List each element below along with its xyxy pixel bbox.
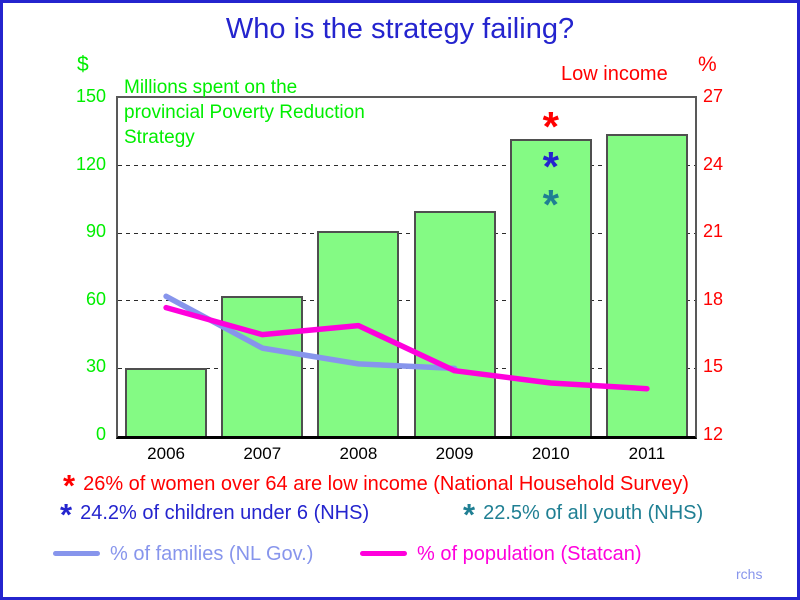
- legend-row-women: * 26% of women over 64 are low income (Na…: [63, 470, 689, 501]
- left-axis-tick-label: 90: [85, 221, 106, 242]
- legend-group-youth: * 22.5% of all youth (NHS): [463, 499, 704, 530]
- bar-2007: [221, 296, 304, 436]
- legend-text-youth: 22.5% of all youth (NHS): [483, 502, 704, 524]
- right-axis-tick-label: 15: [703, 356, 724, 377]
- right-axis-unit-label: %: [698, 53, 717, 76]
- families-line-swatch: [53, 551, 100, 556]
- left-axis-unit-label: $: [77, 53, 89, 76]
- x-axis-label-2009: 2009: [435, 444, 474, 463]
- right-axis-tick-label: 18: [703, 288, 724, 309]
- chart-star-blue: *: [542, 143, 559, 191]
- population-line-swatch: [360, 551, 407, 556]
- x-axis-label-2007: 2007: [243, 444, 282, 463]
- teal-asterisk-icon: *: [463, 497, 476, 532]
- chart-star-teal: *: [542, 181, 559, 229]
- plot-area: * * *: [116, 96, 697, 439]
- left-axis-tick-label: 60: [85, 288, 106, 309]
- right-axis-tick-label: 12: [703, 424, 724, 444]
- x-axis-label-2011: 2011: [628, 444, 666, 463]
- left-axis-tick-label: 150: [75, 86, 106, 106]
- watermark: rchs: [736, 566, 763, 582]
- lines-svg: [163, 293, 650, 392]
- legend-text-population: % of population (Statcan): [417, 543, 642, 565]
- bars-annotation: Millions spent on the provincial Poverty…: [124, 77, 365, 148]
- gridline: [118, 232, 695, 234]
- gridline: [118, 165, 695, 167]
- legend-text-women: 26% of women over 64 are low income (Nat…: [83, 473, 689, 495]
- right-axis-tick-label: 27: [703, 86, 724, 106]
- red-asterisk-icon: *: [63, 468, 76, 503]
- blue-asterisk-icon: *: [60, 497, 73, 532]
- population-line: [163, 304, 650, 392]
- bar-2008: [317, 230, 400, 436]
- legend-row-lines: % of families (NL Gov.) % of population …: [53, 543, 773, 566]
- legend-text-children: 24.2% of children under 6 (NHS): [80, 502, 370, 524]
- legend-group-population: % of population (Statcan): [360, 543, 642, 566]
- left-axis-tick-label: 0: [95, 424, 106, 444]
- left-axis-tick-label: 30: [85, 356, 106, 377]
- right-axis-tick-label: 24: [703, 153, 724, 174]
- page-title: Who is the strategy failing?: [225, 13, 575, 45]
- x-axis-label-2008: 2008: [339, 444, 378, 463]
- gridline: [118, 300, 695, 302]
- x-axis-label-2006: 2006: [147, 444, 185, 463]
- bar-2006: [125, 368, 208, 436]
- bar-2009: [413, 210, 496, 436]
- legend-text-families: % of families (NL Gov.): [110, 543, 314, 565]
- legend-row-children-youth: * 24.2% of children under 6 (NHS) * 22.5% …: [60, 499, 780, 530]
- x-axis-label-2010: 2010: [531, 444, 570, 463]
- left-axis-tick-label: 120: [75, 153, 106, 174]
- right-axis-tick-label: 21: [703, 221, 724, 242]
- right-axis-title: Low income: [561, 63, 668, 85]
- chart-star-red: *: [542, 102, 559, 150]
